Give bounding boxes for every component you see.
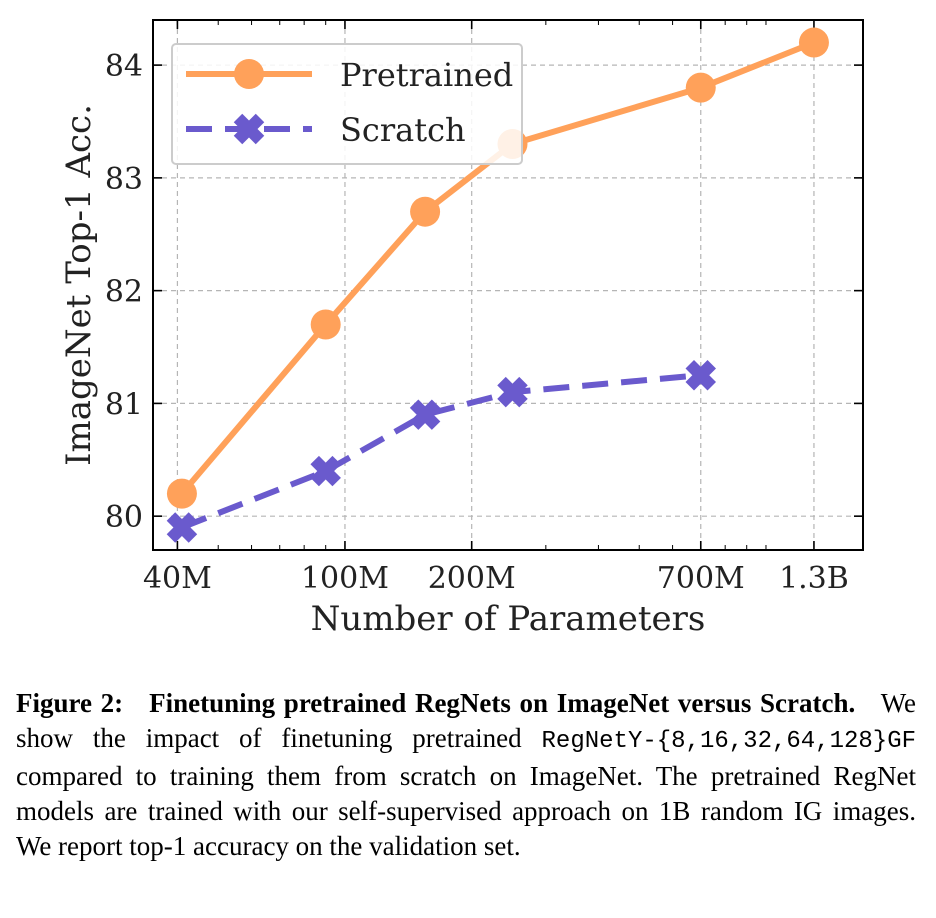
series-line xyxy=(179,39,816,496)
caption-title: Finetuning pretrained RegNets on ImageNe… xyxy=(149,688,856,718)
data-point-x xyxy=(497,376,528,408)
series-pretrained xyxy=(166,27,829,509)
caption-label: Figure 2: xyxy=(16,688,124,718)
y-tick-label: 81 xyxy=(105,387,143,422)
x-marker-stroke xyxy=(685,359,717,391)
data-point-x xyxy=(310,455,341,487)
caption-text-1: We show the impact of finetuning pretrai… xyxy=(16,688,917,753)
data-point-circle xyxy=(234,59,264,89)
y-axis-label: ImageNet Top-1 Acc. xyxy=(59,104,99,466)
x-axis-label: Number of Parameters xyxy=(311,599,706,639)
axis-ticks: 80 81 82 83 84 40M 100M 200M 700M 1.3B xyxy=(105,20,863,596)
y-tick-label: 83 xyxy=(105,162,143,197)
data-point-circle xyxy=(685,72,716,103)
data-point-circle xyxy=(798,27,829,58)
y-tick-label: 80 xyxy=(105,500,143,535)
x-marker-stroke xyxy=(409,399,441,430)
y-tick-label: 82 xyxy=(105,275,143,310)
x-tick-label: 700M xyxy=(657,561,745,596)
x-marker-stroke xyxy=(166,512,198,543)
x-tick-label: 100M xyxy=(301,561,389,596)
data-point-circle xyxy=(166,478,197,509)
legend-label: Scratch xyxy=(340,111,466,149)
data-point-x xyxy=(233,113,265,145)
data-point-x xyxy=(409,399,441,430)
x-tick-label: 40M xyxy=(143,561,212,596)
caption-text-2: compared to training them from scratch o… xyxy=(16,761,916,861)
data-point-x xyxy=(685,359,717,391)
legend: Pretrained Scratch xyxy=(171,43,523,165)
plot-frame xyxy=(152,19,864,551)
data-point-circle xyxy=(410,196,441,227)
series-line xyxy=(180,372,702,531)
x-marker-stroke xyxy=(497,376,528,408)
figure-caption: Figure 2: Finetuning pretrained RegNets … xyxy=(16,686,916,864)
data-point-circle xyxy=(310,309,341,340)
series-scratch xyxy=(166,359,717,543)
y-tick-label: 84 xyxy=(105,49,143,84)
x-tick-label: 1.3B xyxy=(779,561,849,596)
series-group xyxy=(166,27,829,543)
x-marker-stroke xyxy=(310,455,341,487)
data-point-x xyxy=(166,512,198,543)
x-marker-stroke xyxy=(233,113,265,145)
x-tick-label: 200M xyxy=(428,561,516,596)
legend-label: Pretrained xyxy=(340,56,513,94)
caption-code: RegNetY-{8,16,32,64,128}GF xyxy=(541,728,916,755)
